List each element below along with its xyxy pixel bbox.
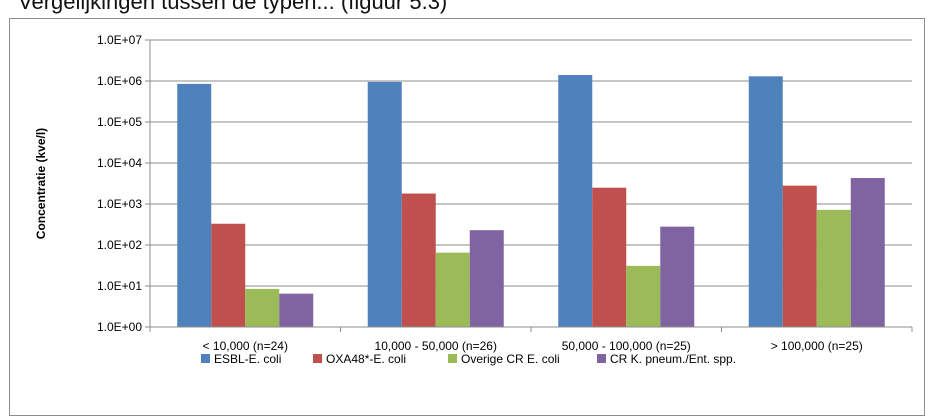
bar [782, 185, 817, 327]
legend-label: CR K. pneum./Ent. spp. [610, 352, 736, 366]
bar [279, 293, 314, 327]
bar [558, 75, 593, 327]
y-axis-label: Concentratie (kve/l) [34, 128, 48, 239]
bar [211, 223, 246, 327]
y-tick-label: 1.0E+04 [97, 156, 142, 170]
y-tick-label: 1.0E+05 [97, 115, 142, 129]
y-tick-label: 1.0E+02 [97, 238, 142, 252]
y-tick-label: 1.0E+00 [97, 320, 142, 334]
x-tick-label: > 100,000 (n=25) [771, 339, 863, 353]
bar [748, 76, 783, 327]
legend: ESBL-E. coli OXA48*-E. coli Overige CR E. … [201, 352, 736, 366]
legend-swatch [313, 354, 322, 363]
bar [816, 209, 851, 327]
bar [469, 230, 504, 327]
bar [367, 81, 402, 327]
bar [245, 288, 280, 327]
legend-label: Overige CR E. coli [461, 352, 560, 366]
bar [177, 83, 212, 327]
legend-swatch [597, 354, 606, 363]
y-tick-label: 1.0E+07 [97, 33, 142, 47]
y-tick-label: 1.0E+03 [97, 197, 142, 211]
legend-label: ESBL-E. coli [214, 352, 281, 366]
bar [435, 252, 470, 327]
x-tick-label: 50,000 - 100,000 (n=25) [562, 339, 691, 353]
x-tick-label: 10,000 - 50,000 (n=26) [375, 339, 497, 353]
bar [401, 193, 436, 327]
bar [850, 178, 885, 327]
bars [177, 75, 885, 327]
y-axis-ticks: 1.0E+00 1.0E+01 1.0E+02 1.0E+03 1.0E+04 1.0E+… [97, 33, 150, 334]
x-axis-tick-labels: < 10,000 (n=24) 10,000 - 50,000 (n=26) 50,… [203, 339, 863, 353]
legend-swatch [448, 354, 457, 363]
legend-label: OXA48*-E. coli [326, 352, 406, 366]
y-tick-label: 1.0E+06 [97, 74, 142, 88]
bar [660, 226, 695, 327]
bar [592, 187, 627, 327]
x-tick-label: < 10,000 (n=24) [203, 339, 288, 353]
top-heading-text: Vergelijkingen tussen de typen... (figuu… [18, 0, 448, 14]
legend-swatch [201, 354, 210, 363]
axes [149, 40, 913, 332]
bar [626, 265, 661, 327]
y-tick-label: 1.0E+01 [97, 279, 142, 293]
